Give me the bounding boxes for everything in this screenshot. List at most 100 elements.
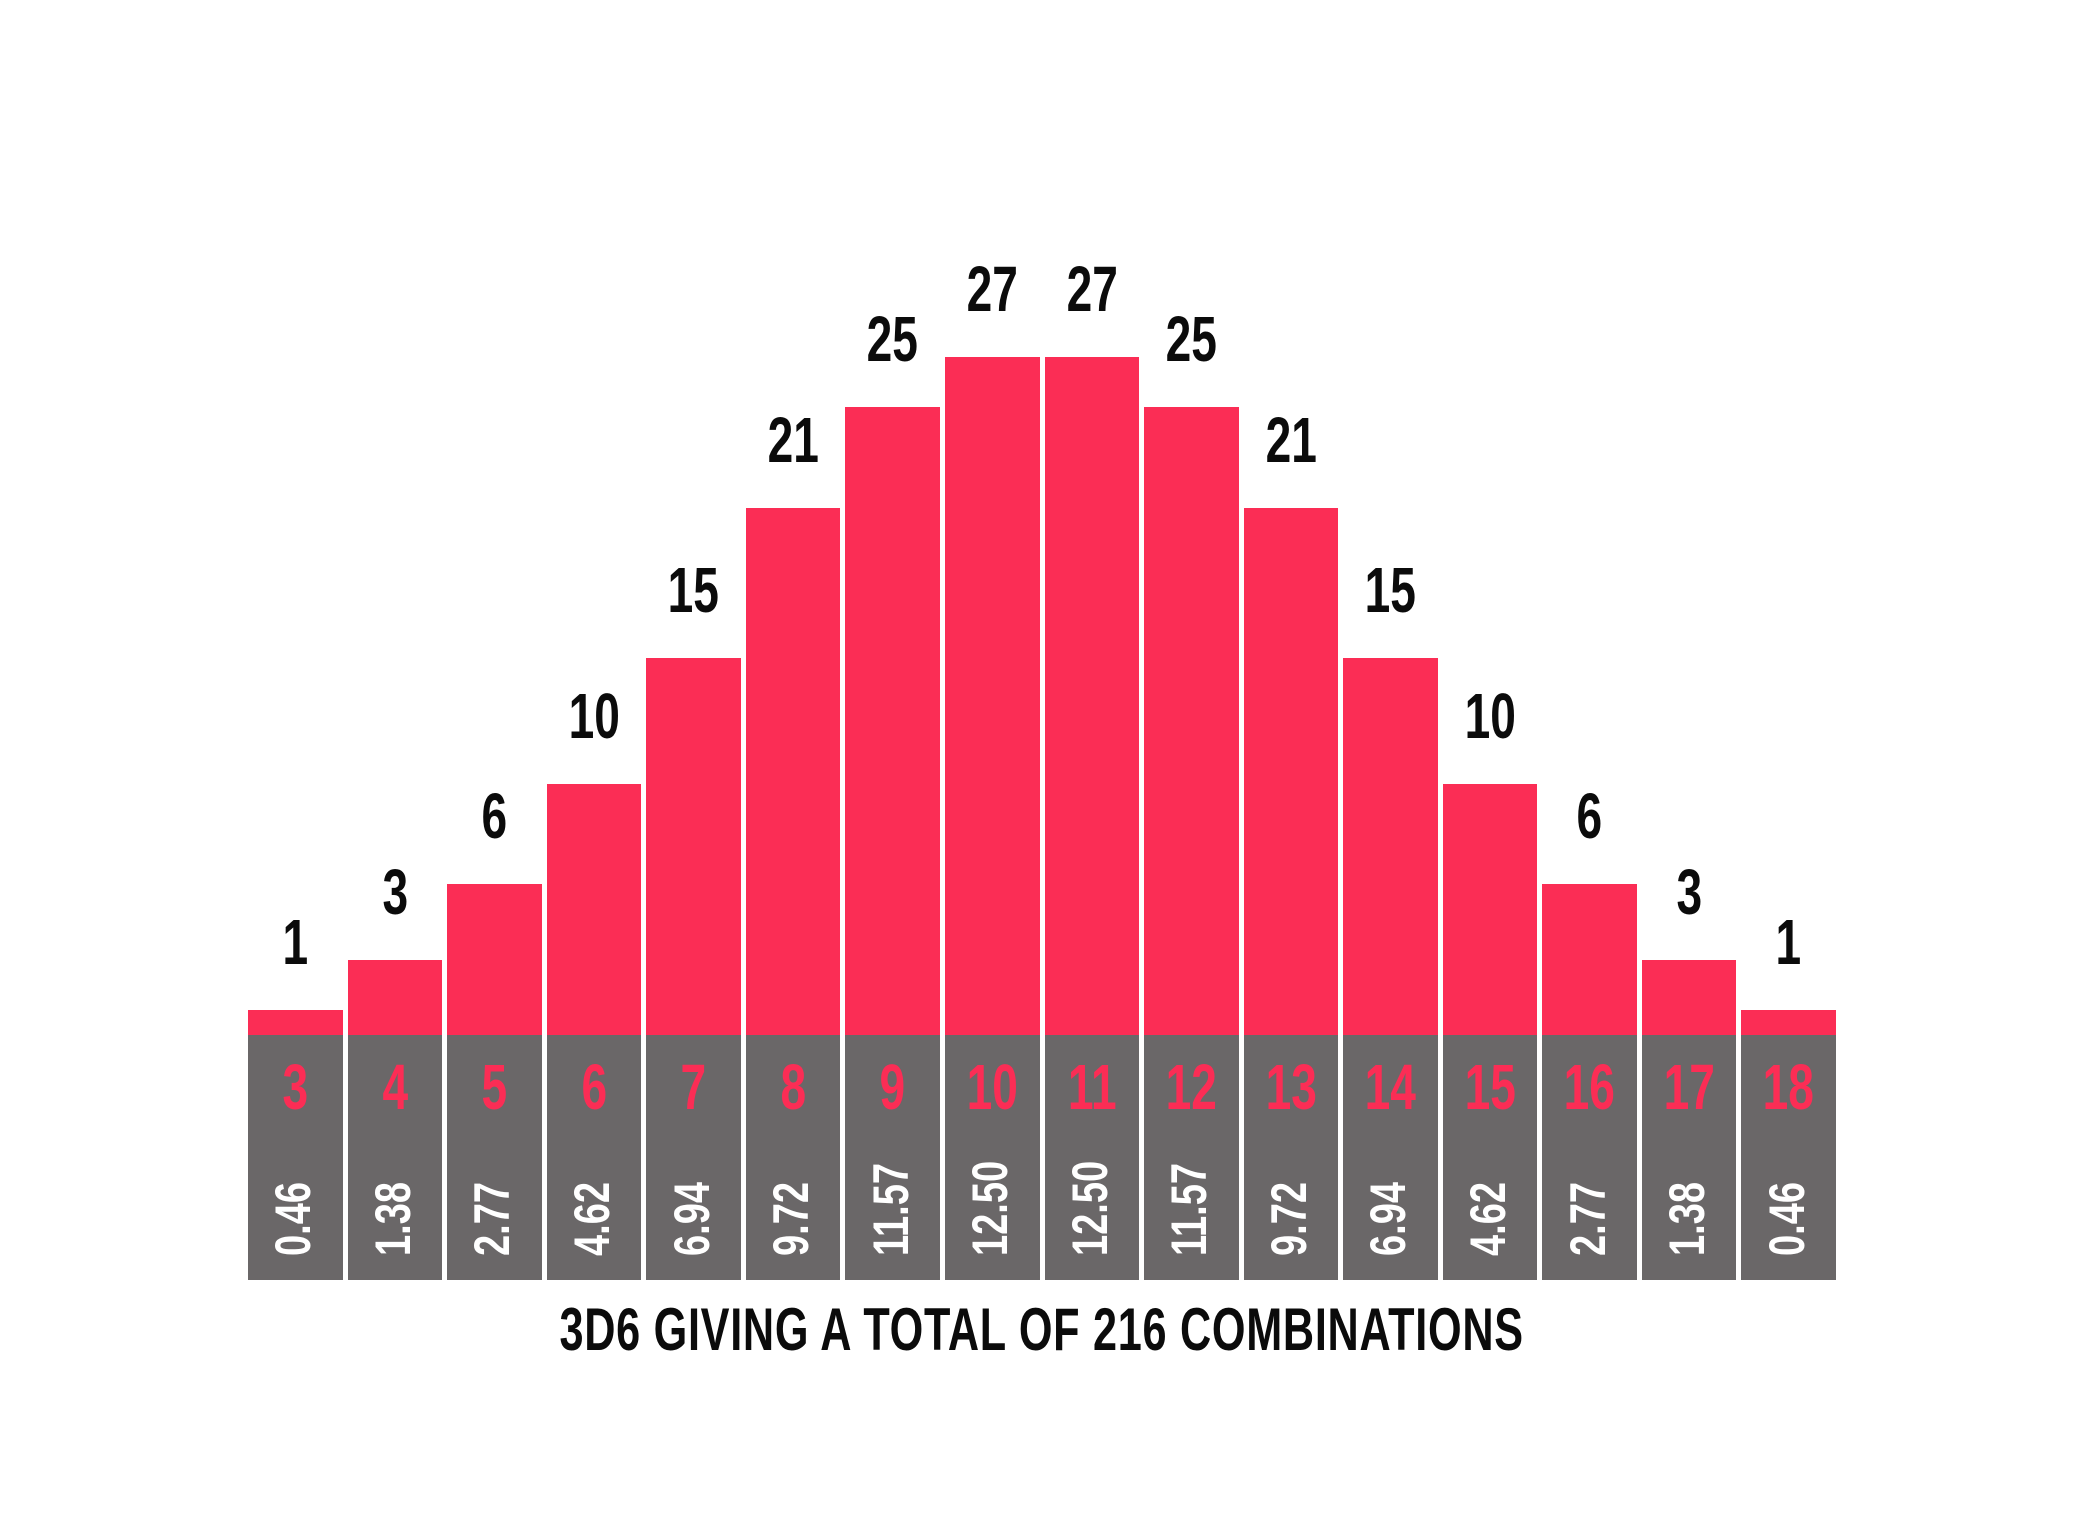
chart-title: 3D6 GIVING A TOTAL OF 216 COMBINATIONS xyxy=(248,1300,1836,1360)
bar-column: 10 6 4.62 xyxy=(546,680,642,1280)
bar-column: 1 18 0.46 xyxy=(1741,910,1836,1280)
bar-count-label: 3 xyxy=(1676,856,1702,928)
bar-column: 10 15 4.62 xyxy=(1442,680,1538,1280)
bar-count-label: 10 xyxy=(568,680,620,752)
bar xyxy=(1442,784,1538,1035)
bar xyxy=(347,960,443,1035)
bar-count-label: 21 xyxy=(1265,404,1317,476)
percent-label: 0.46 xyxy=(1758,1182,1815,1256)
sum-label: 5 xyxy=(481,1051,508,1123)
sum-label: 15 xyxy=(1464,1051,1516,1123)
percent-label: 12.50 xyxy=(962,1160,1019,1256)
bar-column: 21 13 9.72 xyxy=(1243,404,1339,1280)
bar xyxy=(1144,407,1239,1035)
sum-label: 17 xyxy=(1663,1051,1715,1123)
bar xyxy=(944,357,1040,1035)
sum-label: 13 xyxy=(1265,1051,1317,1123)
axis-cell: 15 4.62 xyxy=(1442,1035,1538,1280)
bar xyxy=(1243,508,1339,1035)
axis-cell: 8 9.72 xyxy=(745,1035,841,1280)
bar-column: 25 9 11.57 xyxy=(845,307,940,1280)
percent-label: 9.72 xyxy=(763,1182,820,1256)
percent-label: 9.72 xyxy=(1260,1182,1317,1256)
axis-cell: 16 2.77 xyxy=(1542,1035,1637,1280)
axis-cell: 3 0.46 xyxy=(248,1035,343,1280)
percent-label: 1.38 xyxy=(1659,1182,1716,1256)
percent-label: 0.46 xyxy=(265,1182,322,1256)
axis-cell: 18 0.46 xyxy=(1741,1035,1836,1280)
percent-label: 11.57 xyxy=(862,1162,919,1256)
bar xyxy=(546,784,642,1035)
axis-cell: 14 6.94 xyxy=(1343,1035,1438,1280)
axis-cell: 12 11.57 xyxy=(1144,1035,1239,1280)
bar-count-label: 15 xyxy=(1364,554,1417,626)
bar-count-label: 25 xyxy=(867,303,919,375)
sum-label: 8 xyxy=(780,1051,806,1123)
bar-column: 3 17 1.38 xyxy=(1641,856,1737,1280)
bar-column: 15 14 6.94 xyxy=(1343,558,1438,1280)
bar xyxy=(1044,357,1140,1035)
bar xyxy=(447,884,542,1035)
bar-count-label: 21 xyxy=(767,404,819,476)
bar-column: 21 8 9.72 xyxy=(745,404,841,1280)
percent-label: 6.94 xyxy=(663,1182,720,1256)
bar-count-label: 6 xyxy=(481,780,508,852)
sum-label: 11 xyxy=(1067,1051,1117,1123)
bar-column: 15 7 6.94 xyxy=(646,558,741,1280)
axis-cell: 17 1.38 xyxy=(1641,1035,1737,1280)
sum-label: 6 xyxy=(581,1051,607,1123)
bar-count-label: 27 xyxy=(966,253,1018,325)
axis-cell: 6 4.62 xyxy=(546,1035,642,1280)
percent-label: 2.77 xyxy=(1559,1182,1616,1256)
bar-column: 3 4 1.38 xyxy=(347,856,443,1280)
bar-count-label: 10 xyxy=(1464,680,1516,752)
percent-label: 4.62 xyxy=(1460,1182,1517,1256)
bar-count-label: 1 xyxy=(1775,906,1802,978)
axis-cell: 9 11.57 xyxy=(845,1035,940,1280)
percent-label: 1.38 xyxy=(364,1182,421,1256)
bar xyxy=(1641,960,1737,1035)
axis-cell: 11 12.50 xyxy=(1044,1035,1140,1280)
bar-chart: 1 3 0.46 3 4 1.38 6 5 2.77 10 6 4.62 15 xyxy=(248,0,1836,1280)
sum-label: 16 xyxy=(1563,1051,1616,1123)
percent-label: 6.94 xyxy=(1360,1182,1417,1256)
percent-label: 12.50 xyxy=(1061,1160,1118,1256)
sum-label: 10 xyxy=(966,1051,1018,1123)
axis-cell: 4 1.38 xyxy=(347,1035,443,1280)
bar xyxy=(1542,884,1637,1035)
sum-label: 18 xyxy=(1763,1051,1815,1123)
bar-column: 1 3 0.46 xyxy=(248,910,343,1280)
chart-title-text: 3D6 GIVING A TOTAL OF 216 COMBINATIONS xyxy=(559,1296,1525,1363)
sum-label: 3 xyxy=(282,1051,309,1123)
bar-column: 27 11 12.50 xyxy=(1044,253,1140,1280)
axis-cell: 13 9.72 xyxy=(1243,1035,1339,1280)
bar-count-label: 27 xyxy=(1066,253,1118,325)
bar-count-label: 3 xyxy=(382,856,408,928)
sum-label: 7 xyxy=(680,1051,707,1123)
percent-label: 4.62 xyxy=(563,1182,620,1256)
bar xyxy=(845,407,940,1035)
bar-column: 6 5 2.77 xyxy=(447,784,542,1280)
sum-label: 14 xyxy=(1364,1051,1417,1123)
bar-count-label: 25 xyxy=(1165,303,1217,375)
bar-column: 27 10 12.50 xyxy=(944,253,1040,1280)
bar xyxy=(248,1010,343,1035)
percent-label: 11.57 xyxy=(1161,1162,1218,1256)
bar-count-label: 1 xyxy=(282,906,309,978)
axis-cell: 5 2.77 xyxy=(447,1035,542,1280)
bar-count-label: 6 xyxy=(1576,780,1603,852)
bar xyxy=(1741,1010,1836,1035)
bar-count-label: 15 xyxy=(667,554,720,626)
bar xyxy=(646,658,741,1035)
sum-label: 12 xyxy=(1165,1051,1217,1123)
bar xyxy=(745,508,841,1035)
bar-column: 6 16 2.77 xyxy=(1542,784,1637,1280)
sum-label: 4 xyxy=(382,1051,408,1123)
axis-cell: 10 12.50 xyxy=(944,1035,1040,1280)
axis-cell: 7 6.94 xyxy=(646,1035,741,1280)
bar-column: 25 12 11.57 xyxy=(1144,307,1239,1280)
percent-label: 2.77 xyxy=(464,1182,521,1256)
sum-label: 9 xyxy=(879,1051,906,1123)
bar xyxy=(1343,658,1438,1035)
